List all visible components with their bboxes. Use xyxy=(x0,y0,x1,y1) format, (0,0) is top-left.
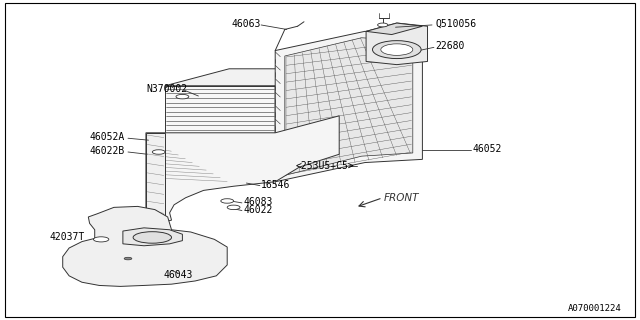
Polygon shape xyxy=(165,69,339,86)
Text: 46043: 46043 xyxy=(163,269,193,280)
Polygon shape xyxy=(165,86,275,133)
Text: Q510056: Q510056 xyxy=(435,19,476,29)
Text: 46022B: 46022B xyxy=(90,146,125,156)
Ellipse shape xyxy=(93,237,109,242)
Text: 16546: 16546 xyxy=(261,180,291,190)
Text: 42037T: 42037T xyxy=(50,232,85,243)
Ellipse shape xyxy=(372,41,421,59)
Ellipse shape xyxy=(221,199,234,203)
Polygon shape xyxy=(146,116,339,222)
Ellipse shape xyxy=(227,205,240,210)
Polygon shape xyxy=(366,23,428,65)
Text: 46052: 46052 xyxy=(472,144,502,154)
Polygon shape xyxy=(63,206,227,286)
Polygon shape xyxy=(366,23,422,35)
Text: 22680: 22680 xyxy=(435,41,465,52)
Text: FRONT: FRONT xyxy=(384,193,419,203)
Ellipse shape xyxy=(381,44,413,55)
Polygon shape xyxy=(123,228,182,246)
Text: A070001224: A070001224 xyxy=(568,304,622,313)
Polygon shape xyxy=(275,31,422,182)
Polygon shape xyxy=(146,133,165,222)
Ellipse shape xyxy=(152,150,165,154)
Ellipse shape xyxy=(378,23,388,27)
Text: 46052A: 46052A xyxy=(90,132,125,142)
Ellipse shape xyxy=(176,94,189,99)
Polygon shape xyxy=(275,69,339,133)
Ellipse shape xyxy=(133,232,172,243)
Text: <253U5+C5>: <253U5+C5> xyxy=(296,161,355,171)
Text: 46083: 46083 xyxy=(243,197,273,207)
Ellipse shape xyxy=(124,257,132,260)
Text: 46063: 46063 xyxy=(232,19,261,29)
Text: 46022: 46022 xyxy=(243,204,273,215)
Text: N370002: N370002 xyxy=(146,84,187,94)
Polygon shape xyxy=(285,38,413,175)
